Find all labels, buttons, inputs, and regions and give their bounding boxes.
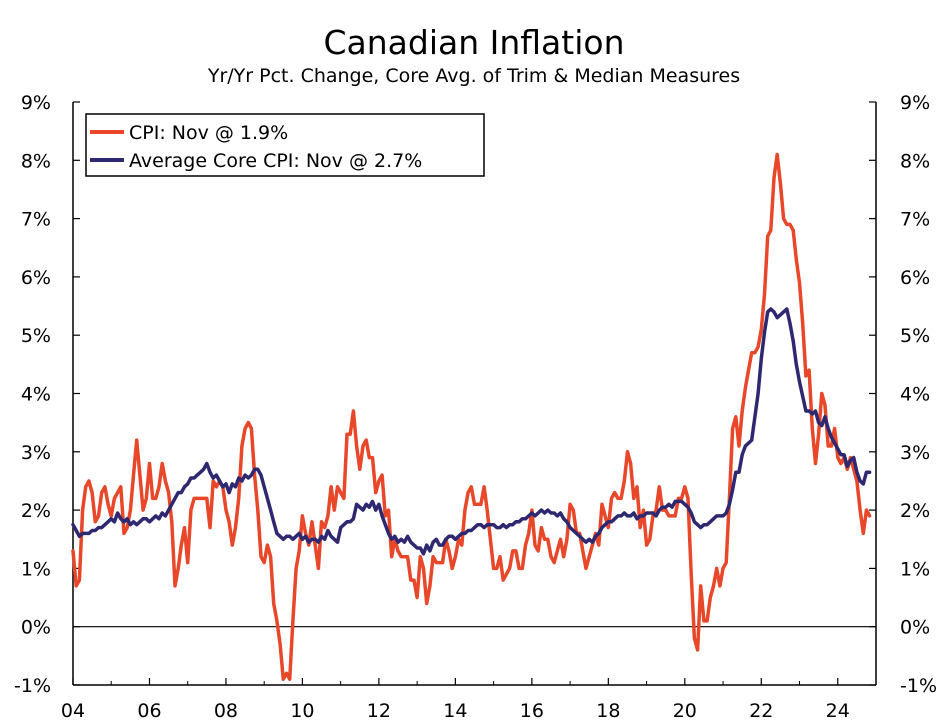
legend-box — [85, 113, 485, 177]
x-tick-label: 20 — [673, 700, 697, 722]
series-line-core-cpi — [71, 307, 872, 556]
legend-label-core-cpi: Average Core CPI: Nov @ 2.7% — [129, 150, 422, 172]
y-tick-label-right: 8% — [900, 150, 930, 172]
x-tick-label: 16 — [520, 700, 544, 722]
axes: -1% -1% 0% 0% 1% 1% 2% 2% 3% 3% 4% 4% 5% 5% 6% 6% 7% 7% 8%… — [14, 92, 937, 722]
x-tick-label: 10 — [290, 700, 314, 722]
y-tick-label-right: -1% — [900, 675, 937, 697]
y-tick-label-left: 7% — [21, 209, 51, 231]
y-tick-label-left: 1% — [21, 558, 51, 580]
y-tick-label-right: 7% — [900, 209, 930, 231]
chart-title: Canadian Inflation — [323, 23, 624, 62]
x-tick-label: 04 — [61, 700, 85, 722]
y-tick-label-right: 1% — [900, 558, 930, 580]
legend: CPI: Nov @ 1.9% Average Core CPI: Nov @ … — [85, 113, 485, 177]
y-tick-label-right: 2% — [900, 500, 930, 522]
y-tick-label-left: 0% — [21, 617, 51, 639]
x-tick-label: 18 — [596, 700, 620, 722]
y-tick-label-left: 3% — [21, 442, 51, 464]
x-tick-label: 24 — [826, 700, 850, 722]
y-tick-label-right: 5% — [900, 325, 930, 347]
y-tick-label-left: 4% — [21, 384, 51, 406]
y-tick-label-right: 4% — [900, 384, 930, 406]
x-tick-label: 14 — [443, 700, 467, 722]
x-tick-label: 12 — [367, 700, 391, 722]
y-tick-label-right: 6% — [900, 267, 930, 289]
y-tick-label-left: 6% — [21, 267, 51, 289]
y-tick-label-right: 3% — [900, 442, 930, 464]
y-tick-label-left: 9% — [21, 92, 51, 114]
y-tick-label-left: -1% — [14, 675, 51, 697]
x-tick-label: 08 — [214, 700, 238, 722]
x-tick-label: 22 — [749, 700, 773, 722]
y-tick-label-left: 5% — [21, 325, 51, 347]
series-line-cpi — [71, 152, 872, 681]
series-layer — [71, 152, 872, 681]
legend-label-cpi: CPI: Nov @ 1.9% — [129, 122, 288, 144]
x-tick-label: 06 — [137, 700, 161, 722]
y-tick-label-left: 2% — [21, 500, 51, 522]
y-tick-label-left: 8% — [21, 150, 51, 172]
y-tick-label-right: 9% — [900, 92, 930, 114]
y-tick-label-right: 0% — [900, 617, 930, 639]
chart-subtitle: Yr/Yr Pct. Change, Core Avg. of Trim & M… — [207, 65, 740, 87]
